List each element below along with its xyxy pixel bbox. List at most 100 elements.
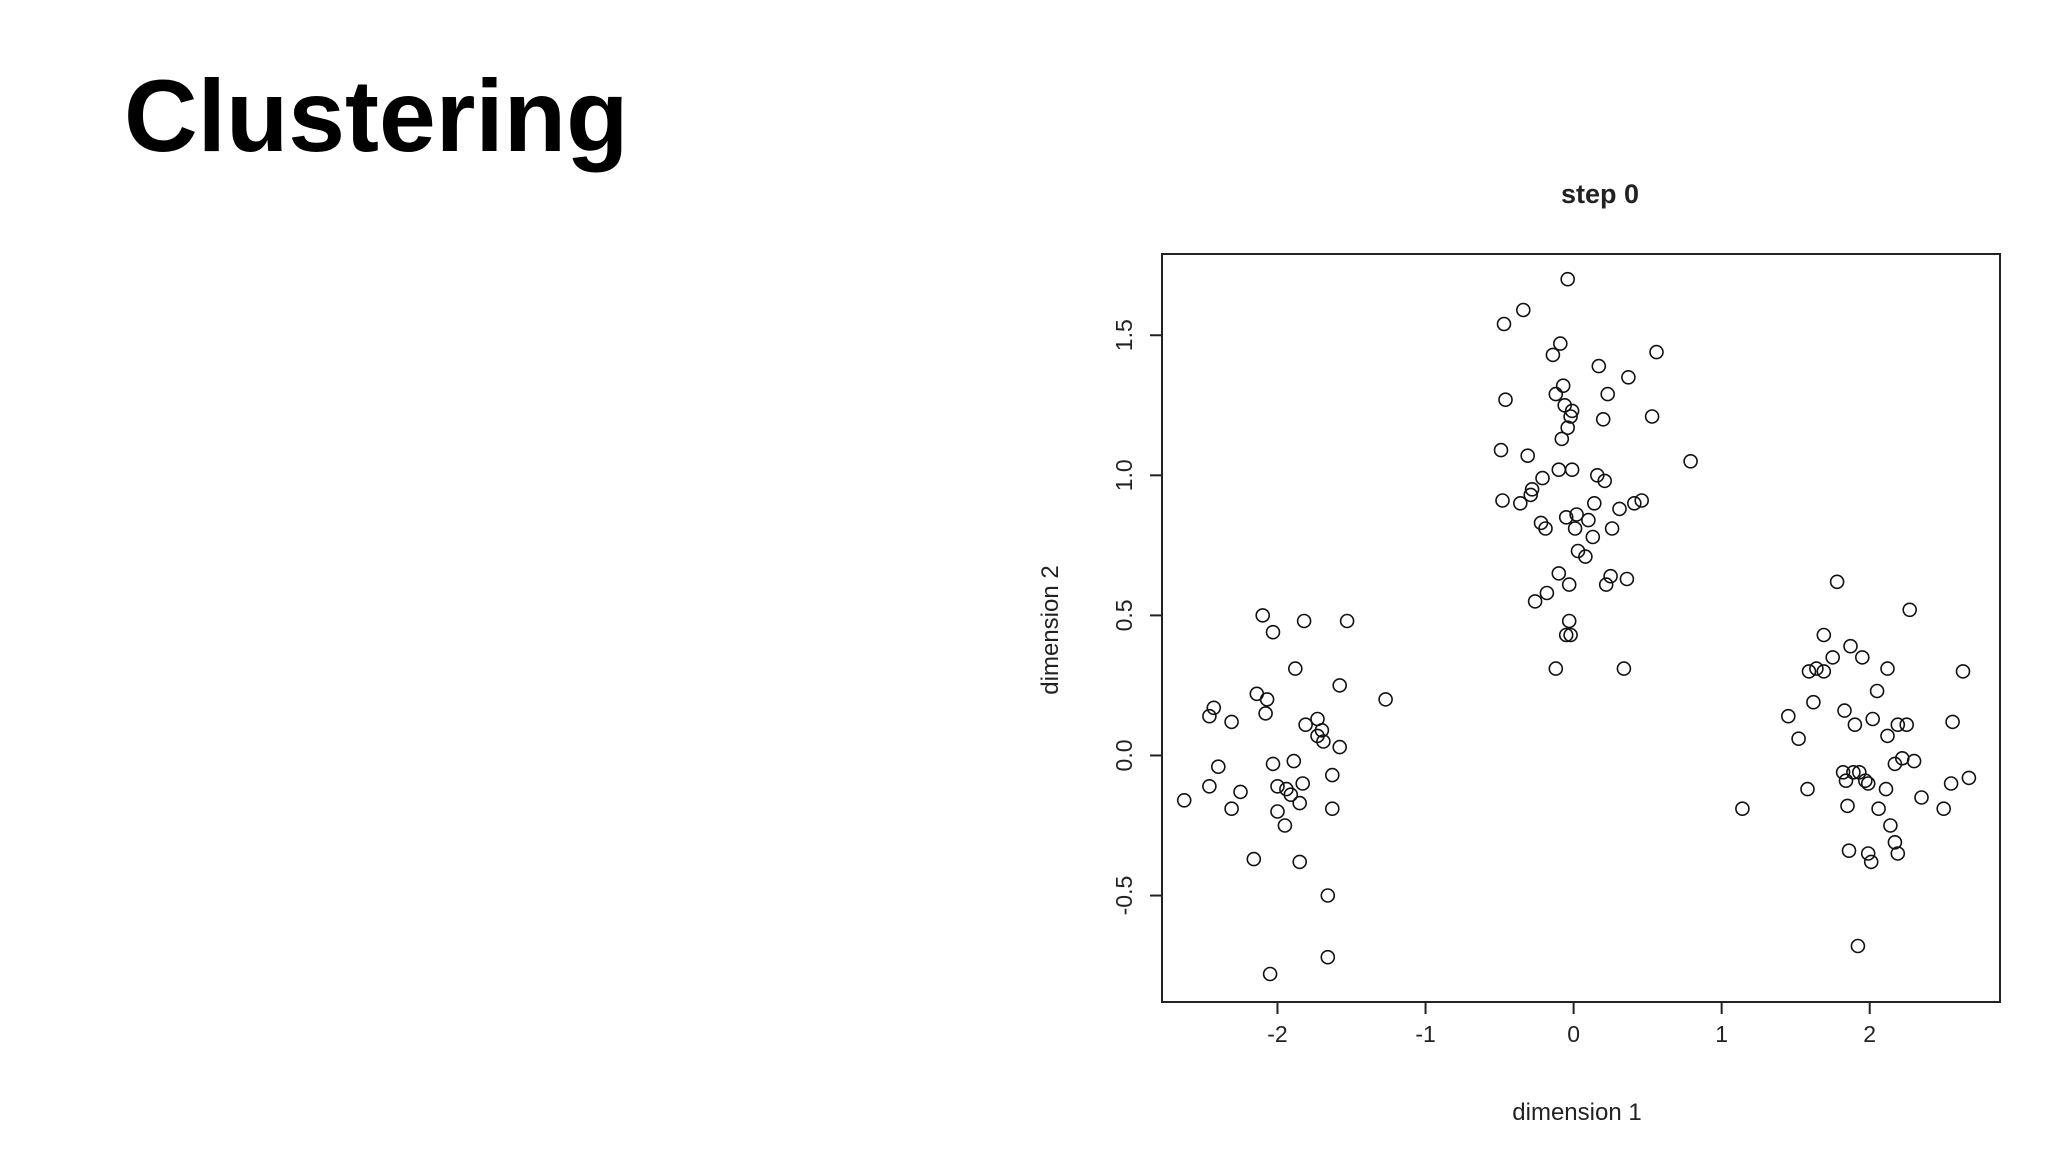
scatter-point — [1644, 409, 1660, 424]
scatter-point — [1520, 448, 1536, 464]
scatter-point — [1840, 798, 1855, 814]
scatter-point — [1780, 708, 1796, 724]
scatter-point — [1603, 568, 1618, 584]
scatter-point — [1863, 854, 1879, 870]
y-axis-label: dimension 2 — [1037, 565, 1064, 694]
scatter-point — [1378, 692, 1393, 707]
scatter-point — [1286, 753, 1302, 769]
scatter-point — [1332, 678, 1348, 693]
scatter-point — [1548, 661, 1564, 676]
scatter-point — [1816, 664, 1832, 679]
scatter-point — [1890, 717, 1906, 733]
scatter-point — [1564, 403, 1580, 419]
scatter-point — [1850, 938, 1866, 954]
x-tick-label: -1 — [1415, 1021, 1435, 1047]
scatter-point — [1298, 717, 1313, 733]
scatter-point — [1320, 949, 1336, 965]
scatter-point — [1838, 773, 1854, 789]
scatter-point — [1262, 966, 1278, 982]
scatter-point — [1523, 487, 1539, 503]
scatter-point — [1945, 714, 1960, 730]
scatter-point — [1563, 409, 1578, 424]
scatter-point — [1857, 773, 1873, 789]
scatter-point — [1649, 344, 1664, 360]
scatter-point — [1558, 509, 1574, 525]
scatter-point — [1233, 784, 1248, 800]
scatter-point — [1545, 347, 1561, 363]
scatter-point — [1296, 613, 1312, 629]
scatter-point — [1512, 495, 1528, 511]
scatter-point — [1597, 473, 1613, 489]
scatter-point — [1527, 594, 1543, 609]
scatter-point — [1809, 661, 1824, 676]
scatter-point — [1292, 854, 1308, 870]
scatter-point — [1324, 767, 1340, 783]
scatter-point — [1595, 411, 1611, 427]
scatter-point — [1865, 711, 1881, 727]
scatter-point — [1552, 336, 1568, 351]
scatter-point — [1616, 661, 1632, 676]
scatter-point — [1600, 386, 1616, 402]
scatter-point — [1265, 756, 1281, 772]
scatter-point — [1914, 790, 1929, 805]
scatter-point — [1880, 661, 1895, 676]
scatter-point — [1829, 574, 1845, 590]
scatter-point — [1586, 495, 1602, 511]
scatter-point — [1255, 608, 1270, 623]
scatter-point — [1880, 728, 1895, 744]
scatter-point — [1943, 776, 1959, 791]
scatter-point — [1496, 316, 1512, 332]
scatter-point — [1495, 493, 1510, 508]
scatter-point — [1206, 700, 1222, 716]
scatter-point — [1561, 613, 1577, 629]
scatter-point — [1860, 846, 1876, 861]
scatter-point — [1211, 759, 1226, 775]
scatter-point — [1621, 370, 1636, 385]
scatter-point — [1683, 453, 1698, 469]
y-tick-label: 0.5 — [1111, 599, 1137, 631]
x-tick-label: -2 — [1267, 1021, 1287, 1047]
scatter-point — [1202, 708, 1217, 724]
scatter-point — [1259, 692, 1275, 707]
scatter-point — [1955, 664, 1971, 679]
x-tick-label: 2 — [1863, 1021, 1876, 1047]
scatter-point — [1551, 462, 1567, 478]
y-tick-label: 1.5 — [1111, 319, 1137, 351]
scatter-point — [1524, 481, 1540, 497]
scatter-point — [1560, 271, 1576, 287]
plot-frame — [1161, 253, 2001, 1003]
scatter-point — [1619, 571, 1635, 587]
scatter-point — [1591, 358, 1607, 374]
scatter-point — [1626, 495, 1642, 511]
scatter-point — [1535, 470, 1550, 486]
scatter-point — [1324, 801, 1340, 817]
scatter-point — [1283, 787, 1299, 803]
scatter-chart: step 0 -2 -1 0 1 2 -0.5 0.0 0.5 1.0 1.5 dimensio… — [1037, 179, 2001, 1126]
scatter-point — [1569, 507, 1584, 522]
scatter-point — [1493, 442, 1509, 458]
y-axis: -0.5 0.0 0.5 1.0 1.5 — [1111, 319, 1162, 915]
scatter-point — [1270, 778, 1285, 794]
scatter-point — [1539, 585, 1555, 601]
slide-title: Clustering — [124, 59, 629, 173]
y-tick-label: -0.5 — [1111, 876, 1137, 916]
scatter-point — [1906, 753, 1922, 769]
scatter-point — [1557, 398, 1573, 413]
scatter-point — [1339, 613, 1355, 629]
scatter-point — [1847, 717, 1863, 733]
scatter-point — [1961, 770, 1977, 786]
scatter-point — [1560, 420, 1576, 436]
scatter-point — [1634, 493, 1650, 508]
scatter-point — [1936, 801, 1952, 817]
scatter-point — [1515, 302, 1531, 318]
scatter-point — [1612, 501, 1627, 517]
scatter-point — [1332, 739, 1348, 755]
scatter-point — [1295, 776, 1311, 791]
scatter-point — [1887, 756, 1903, 772]
scatter-point — [1567, 521, 1583, 536]
scatter-point — [1292, 795, 1308, 811]
chart-title: step 0 — [1561, 179, 1639, 209]
scatter-point — [1890, 846, 1906, 861]
scatter-point — [1538, 521, 1553, 536]
scatter-point — [1735, 801, 1750, 817]
